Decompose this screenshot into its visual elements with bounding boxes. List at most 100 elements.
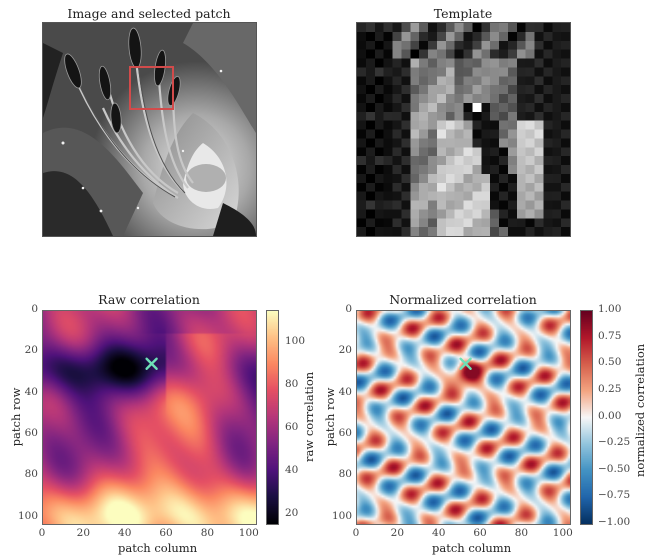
template-pixel <box>454 147 464 157</box>
template-pixel <box>357 173 367 183</box>
template-pixel <box>472 120 482 130</box>
norm-xtick: 20 <box>390 527 405 539</box>
template-pixel <box>472 156 482 166</box>
template-pixel <box>472 209 482 219</box>
template-pixel <box>374 209 384 219</box>
template-pixel <box>365 40 375 50</box>
norm-ylabel: patch row <box>323 387 337 447</box>
template-pixel <box>436 23 446 33</box>
template-pixel <box>481 67 491 77</box>
template-pixel <box>392 147 402 157</box>
template-pixel <box>410 129 420 139</box>
template-pixel <box>410 85 420 95</box>
raw-ytick: 20 <box>24 344 38 357</box>
template-pixel <box>445 31 455 41</box>
template-pixel <box>428 147 438 157</box>
template-pixel <box>552 31 562 41</box>
template-pixel <box>410 165 420 175</box>
template-pixel <box>383 31 393 41</box>
template-pixel <box>525 129 535 139</box>
template-pixel <box>374 67 384 77</box>
template-pixel <box>419 191 429 201</box>
template-pixel <box>419 49 429 59</box>
template-pixel <box>445 111 455 121</box>
template-pixel <box>392 173 402 183</box>
template-pixel <box>454 173 464 183</box>
template-pixel <box>552 111 562 121</box>
template-pixel <box>357 138 367 148</box>
template-pixel <box>365 129 375 139</box>
template-pixel <box>392 218 402 228</box>
template-pixel <box>463 200 473 210</box>
template-pixel <box>552 67 562 77</box>
template-pixel <box>490 120 500 130</box>
template-pixel <box>445 218 455 228</box>
template-pixel <box>499 200 509 210</box>
template-pixel <box>463 76 473 86</box>
template-pixel <box>410 111 420 121</box>
template-pixel <box>499 156 509 166</box>
template-pixel <box>507 111 517 121</box>
template-pixel <box>543 76 553 86</box>
template-pixel <box>552 191 562 201</box>
template-pixel <box>365 76 375 86</box>
template-pixel <box>525 23 535 33</box>
template-pixel <box>392 102 402 112</box>
template-pixel <box>454 94 464 104</box>
template-pixel <box>383 85 393 95</box>
template-pixel <box>365 165 375 175</box>
template-pixel <box>383 200 393 210</box>
template-pixel <box>534 111 544 121</box>
template-pixel <box>445 156 455 166</box>
template-pixel <box>410 173 420 183</box>
template-pixel <box>419 120 429 130</box>
template-pixel <box>445 120 455 130</box>
norm-colorbar-tick: 1.00 <box>598 303 622 315</box>
template-pixel <box>472 200 482 210</box>
template-pixel <box>428 209 438 219</box>
template-pixel <box>383 49 393 59</box>
template-pixel <box>419 147 429 157</box>
norm-ytick: 20 <box>338 344 352 357</box>
raw-colorbar-tick: 20 <box>285 507 299 520</box>
template-pixel <box>401 165 411 175</box>
template-pixel <box>507 165 517 175</box>
template-pixel <box>436 173 446 183</box>
template-pixel <box>365 31 375 41</box>
raw-colorbar-label: raw correlation <box>302 371 316 462</box>
template-pixel <box>490 31 500 41</box>
norm-corr-title: Normalized correlation <box>389 292 537 307</box>
template-pixel <box>401 227 411 236</box>
template-pixel <box>507 49 517 59</box>
template-pixel <box>561 200 570 210</box>
template-pixel <box>374 138 384 148</box>
template-pixel <box>534 49 544 59</box>
template-pixel <box>365 173 375 183</box>
template-pixel <box>357 165 367 175</box>
template-pixel <box>445 23 455 33</box>
template-pixel <box>392 58 402 68</box>
template-pixel <box>410 156 420 166</box>
template-pixel <box>428 120 438 130</box>
template-pixel <box>357 218 367 228</box>
template-pixel <box>481 173 491 183</box>
template-pixel <box>490 85 500 95</box>
template-pixel <box>419 102 429 112</box>
template-pixel <box>365 227 375 236</box>
template-pixel <box>392 85 402 95</box>
template-pixel <box>436 218 446 228</box>
template-pixel <box>428 227 438 236</box>
template-pixel <box>481 85 491 95</box>
template-pixel <box>419 209 429 219</box>
template-pixel <box>419 94 429 104</box>
template-pixel <box>507 129 517 139</box>
template-pixel <box>428 111 438 121</box>
template-pixel <box>365 85 375 95</box>
template-pixel <box>525 147 535 157</box>
template-pixel <box>410 147 420 157</box>
template-pixel <box>499 138 509 148</box>
norm-colorbar <box>580 310 593 525</box>
template-pixel <box>552 200 562 210</box>
template-pixel <box>357 120 367 130</box>
template-pixel <box>507 23 517 33</box>
